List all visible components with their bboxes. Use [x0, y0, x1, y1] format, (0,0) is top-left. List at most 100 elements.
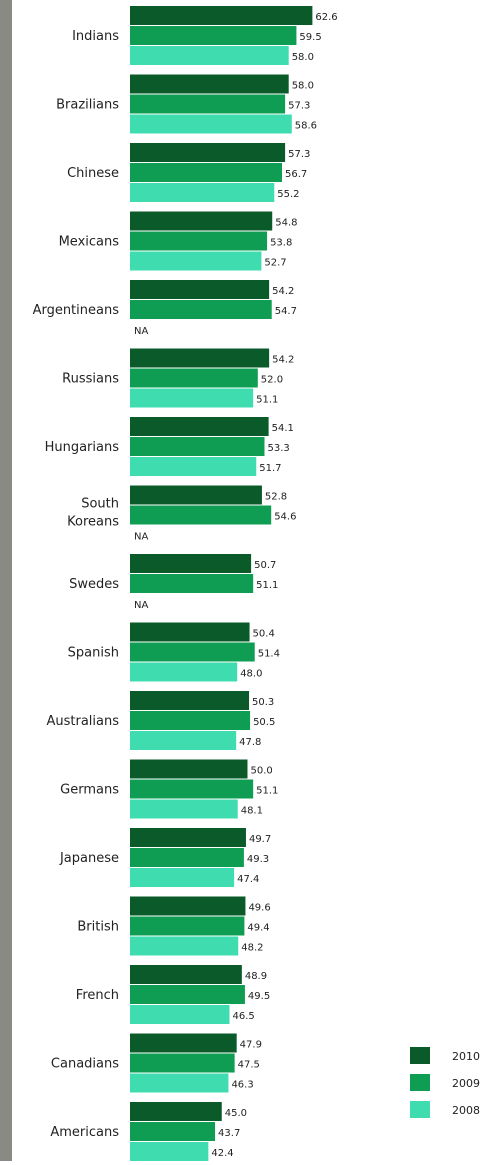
data-label: 54.6: [274, 512, 296, 523]
data-label: 49.3: [247, 854, 269, 865]
data-label: 58.0: [292, 81, 314, 92]
data-label: 54.2: [272, 355, 294, 366]
data-label: 48.9: [245, 971, 267, 982]
bar: [130, 574, 254, 593]
data-label: 50.0: [251, 766, 273, 777]
legend-label: 2008: [452, 1104, 480, 1117]
bar: [130, 163, 283, 182]
category-label: French: [76, 988, 119, 1003]
bar: [130, 46, 289, 65]
data-label: 53.3: [267, 443, 289, 454]
data-label: 53.8: [270, 238, 292, 249]
data-label: 57.3: [288, 149, 310, 160]
left-edge-strip: [0, 0, 12, 1161]
bar: [130, 848, 244, 867]
category-label: Mexicans: [59, 235, 120, 250]
bar: [130, 114, 292, 134]
category-label: Hungarians: [45, 440, 120, 455]
bar: [130, 280, 270, 299]
bar: [130, 1102, 222, 1121]
na-label: NA: [134, 532, 148, 543]
category-label: Argentineans: [33, 303, 120, 318]
data-label: 51.1: [256, 395, 278, 406]
bar: [130, 6, 313, 25]
bar: [130, 388, 254, 408]
data-label: 54.8: [275, 218, 297, 229]
data-label: 58.6: [295, 121, 317, 132]
legend-swatch: [410, 1074, 430, 1091]
data-label: 47.9: [240, 1040, 262, 1051]
bar: [130, 1005, 230, 1024]
data-label: 52.7: [264, 258, 286, 269]
data-label: 49.6: [248, 903, 270, 914]
category-label: Brazilians: [56, 98, 119, 113]
bar: [130, 936, 239, 956]
na-label: NA: [134, 600, 148, 611]
category-label: Canadians: [51, 1057, 119, 1072]
data-label: 52.8: [265, 492, 287, 503]
bar: [130, 868, 235, 887]
bar: [130, 417, 269, 436]
bar: [130, 368, 258, 388]
legend-label: 2010: [452, 1050, 480, 1063]
data-label: 52.0: [261, 375, 283, 386]
data-label: 58.0: [292, 52, 314, 63]
data-label: 50.7: [254, 560, 276, 571]
data-label: 51.7: [259, 463, 281, 474]
legend-label: 2009: [452, 1077, 480, 1090]
data-label: 54.7: [275, 306, 297, 317]
bar: [130, 251, 262, 271]
data-label: 50.4: [253, 629, 275, 640]
data-label: 47.5: [238, 1060, 260, 1071]
bar: [130, 457, 257, 476]
category-label: Chinese: [67, 166, 119, 181]
bar: [130, 965, 242, 984]
data-label: 47.4: [237, 874, 259, 885]
bar: [130, 505, 272, 525]
bar: [130, 985, 245, 1004]
data-label: 50.3: [252, 697, 274, 708]
bar: [130, 74, 289, 94]
bar: [130, 711, 251, 730]
bar: [130, 437, 265, 456]
data-label: 56.7: [285, 169, 307, 180]
data-label: 57.3: [288, 101, 310, 112]
category-label: South: [81, 497, 119, 512]
bar: [130, 300, 272, 319]
bar: [130, 779, 254, 799]
category-label: Americans: [50, 1125, 119, 1140]
data-label: 54.2: [272, 286, 294, 297]
category-label: Indians: [72, 29, 119, 44]
data-label: 43.7: [218, 1128, 240, 1139]
data-label: 45.0: [225, 1108, 247, 1119]
data-label: 49.5: [248, 991, 270, 1002]
data-label: 48.1: [241, 806, 263, 817]
bar: [130, 916, 245, 936]
data-label: 42.4: [211, 1148, 233, 1159]
bar: [130, 554, 252, 573]
bar: [130, 799, 238, 819]
category-label: Spanish: [68, 646, 119, 661]
data-label: 47.8: [239, 737, 261, 748]
data-label: 46.3: [231, 1080, 253, 1091]
category-label: Swedes: [69, 577, 119, 592]
bar: [130, 1053, 235, 1073]
bar: [130, 211, 273, 231]
bar: [130, 828, 246, 847]
bar: [130, 143, 286, 162]
legend-swatch: [410, 1047, 430, 1064]
bar: [130, 348, 270, 368]
bar: [130, 183, 275, 202]
bar: [130, 485, 262, 505]
bar: [130, 759, 248, 779]
data-label: 51.4: [258, 649, 280, 660]
data-label: 55.2: [277, 189, 299, 200]
bar: [130, 1033, 237, 1053]
bar: [130, 622, 250, 642]
data-label: 48.2: [241, 943, 263, 954]
data-label: 54.1: [272, 423, 294, 434]
category-label: Japanese: [59, 851, 119, 866]
data-label: 51.1: [256, 580, 278, 591]
bar: [130, 731, 237, 750]
